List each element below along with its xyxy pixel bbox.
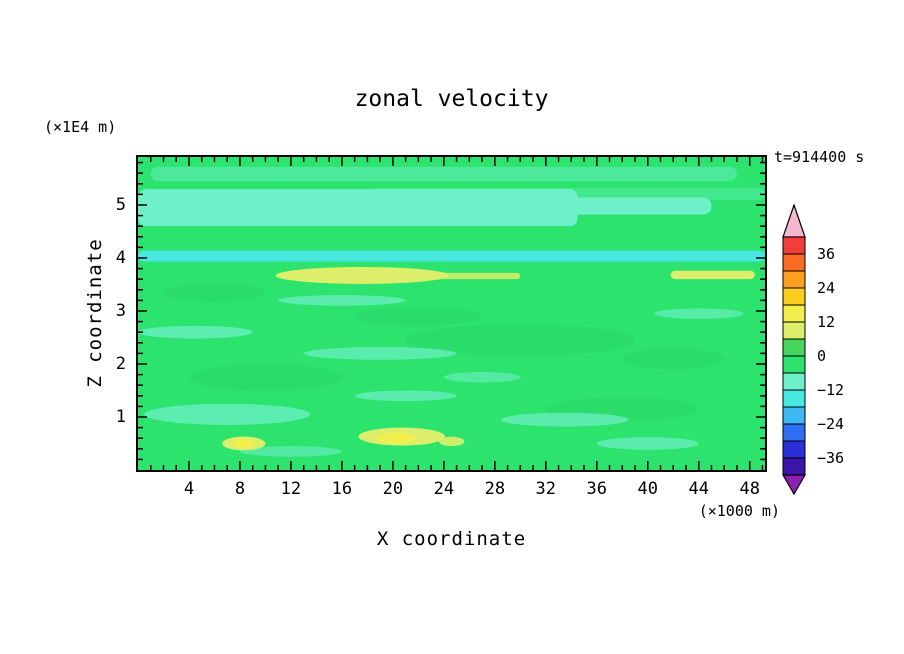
contour-feature — [438, 436, 465, 447]
x-tick-label: 20 — [382, 479, 404, 499]
contour-feature — [443, 371, 521, 383]
contour-feature — [405, 324, 636, 357]
colorbar-label: 12 — [817, 313, 835, 331]
colorbar-under-arrow — [781, 474, 807, 496]
x-tick-label: 8 — [234, 479, 246, 499]
colorbar-label: −24 — [817, 415, 844, 433]
contour-feature — [354, 306, 483, 326]
colorbar-segment — [782, 457, 806, 476]
contour-feature — [654, 308, 744, 319]
colorbar-segment — [782, 338, 806, 357]
y-tick-label: 1 — [115, 406, 126, 427]
colorbar-segment — [782, 321, 806, 340]
x-tick-label: 16 — [331, 479, 353, 499]
y-tick-label: 3 — [115, 300, 126, 321]
x-tick-label: 28 — [484, 479, 506, 499]
colorbar-label: −12 — [817, 381, 844, 399]
x-tick-label: 32 — [535, 479, 557, 499]
x-tick-label: 24 — [433, 479, 455, 499]
contour-feature — [670, 270, 755, 280]
contour-feature — [150, 166, 737, 182]
contour-feature — [303, 347, 457, 360]
contour-plot — [138, 157, 765, 470]
contour-feature — [239, 446, 342, 457]
contour-feature — [144, 403, 311, 425]
colorbar: 36 24 12 0 −12 −24 −36 — [781, 204, 844, 496]
x-tick-label: 40 — [637, 479, 658, 499]
x-tick-label: 4 — [183, 479, 195, 499]
contour-feature — [233, 439, 254, 448]
colorbar-segment — [782, 423, 806, 442]
contour-feature — [188, 363, 342, 391]
contour-feature — [596, 437, 699, 450]
contour-feature — [520, 197, 712, 215]
y-tick-label: 5 — [115, 194, 126, 215]
contour-feature — [138, 250, 765, 262]
y-tick-label: 4 — [115, 247, 126, 268]
contour-feature — [163, 282, 266, 302]
colorbar-segment — [782, 440, 806, 459]
x-axis-unit-label: (×1000 m) — [698, 502, 780, 520]
colorbar-segment — [782, 270, 806, 289]
colorbar-label: 36 — [817, 245, 835, 263]
colorbar-segment — [782, 372, 806, 391]
y-axis-unit-label: (×1E4 m) — [44, 118, 117, 136]
colorbar-label: 0 — [817, 347, 826, 365]
x-axis-title: X coordinate — [376, 528, 527, 550]
plot-area — [136, 155, 767, 472]
colorbar-label: −36 — [817, 449, 844, 467]
colorbar-segment — [782, 287, 806, 306]
time-annotation: t=914400 s — [774, 148, 865, 166]
colorbar-segment — [782, 389, 806, 408]
x-tick-label: 44 — [688, 479, 709, 499]
colorbar-segment — [782, 236, 806, 255]
colorbar-over-arrow — [782, 204, 806, 238]
colorbar-label: 24 — [817, 279, 835, 297]
contour-feature — [275, 266, 449, 284]
contour-feature — [622, 348, 725, 370]
x-tick-label: 48 — [739, 479, 760, 499]
chart-title: zonal velocity — [354, 86, 549, 112]
x-tick-label: 36 — [586, 479, 607, 499]
contour-feature — [138, 189, 578, 227]
contour-feature — [377, 432, 416, 444]
x-tick-label: 12 — [280, 479, 302, 499]
contour-feature — [138, 325, 253, 339]
contour-feature — [354, 390, 457, 402]
contour-feature — [278, 295, 406, 306]
y-axis-title: Z coordinate — [84, 238, 106, 388]
y-tick-label: 2 — [115, 353, 126, 374]
colorbar-segment — [782, 304, 806, 323]
colorbar-segment — [782, 406, 806, 425]
contour-feature — [431, 272, 521, 280]
colorbar-segment — [782, 355, 806, 374]
contour-feature — [501, 412, 629, 427]
colorbar-segment — [782, 253, 806, 272]
